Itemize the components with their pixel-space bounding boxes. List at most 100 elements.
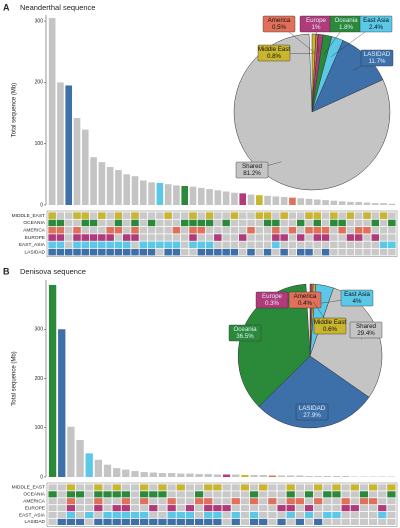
matrix-cell — [73, 234, 81, 241]
y-tick-label: 0 — [40, 202, 43, 208]
matrix-cell — [98, 248, 106, 256]
matrix-cell — [304, 491, 314, 498]
matrix-cell-empty — [89, 227, 98, 234]
matrix-cell — [296, 248, 305, 256]
matrix-cell — [189, 227, 197, 234]
matrix-cell-empty — [247, 219, 255, 227]
matrix-cell-empty — [263, 227, 272, 234]
bar — [259, 475, 267, 477]
matrix-cell — [185, 518, 195, 525]
matrix-cell — [75, 491, 85, 498]
slice-name: Shared — [356, 323, 377, 330]
matrix-cell-empty — [238, 248, 247, 256]
matrix-cell-empty — [222, 512, 231, 519]
matrix-cell-empty — [268, 512, 277, 519]
matrix-cell — [231, 512, 240, 519]
matrix-cell — [149, 518, 158, 525]
matrix-cell-empty — [363, 248, 371, 256]
bar — [81, 129, 89, 205]
label-box — [288, 291, 322, 309]
matrix-cell — [332, 491, 341, 498]
matrix-cell-empty — [379, 234, 388, 241]
matrix-cell-empty — [238, 227, 247, 234]
matrix-cell-empty — [230, 219, 239, 227]
matrix-cell — [249, 512, 259, 519]
matrix-cell-empty — [255, 241, 264, 249]
matrix-cell — [176, 518, 185, 525]
matrix-cell — [363, 227, 371, 234]
matrix-cell-empty — [214, 219, 222, 227]
matrix-cell — [247, 248, 255, 256]
matrix-cell-empty — [197, 234, 206, 241]
matrix-cell-empty — [280, 241, 288, 249]
matrix-cell — [106, 241, 114, 249]
matrix-cell-empty — [272, 212, 280, 219]
matrix-cell — [66, 512, 76, 519]
slice-value: 0.6% — [323, 326, 338, 333]
matrix-cell — [304, 505, 314, 512]
bar — [113, 468, 121, 477]
matrix-cell — [378, 512, 387, 519]
matrix-cell-empty — [332, 498, 341, 505]
matrix-cell — [189, 212, 197, 219]
matrix-cell — [140, 512, 149, 519]
matrix-cell-empty — [139, 234, 148, 241]
slice-value: 0.5% — [272, 24, 287, 31]
matrix-cell — [230, 248, 239, 256]
matrix-cell-empty — [359, 518, 369, 525]
matrix-cell-empty — [359, 484, 369, 491]
matrix-cell — [263, 219, 272, 227]
matrix-cell-empty — [314, 512, 323, 519]
slice-value: 4% — [353, 298, 362, 305]
matrix-cell — [197, 219, 206, 227]
matrix-cell — [103, 518, 112, 525]
matrix-cell-empty — [158, 505, 167, 512]
matrix-cell — [140, 498, 149, 505]
matrix-cell — [164, 212, 172, 219]
matrix-cell-empty — [268, 505, 277, 512]
matrix-cell-empty — [189, 248, 197, 256]
chart-title: Denisova sequence — [20, 267, 86, 276]
matrix-cell-empty — [247, 241, 255, 249]
matrix-cell-empty — [231, 491, 240, 498]
matrix-cell-empty — [387, 498, 396, 505]
matrix-cell — [197, 227, 206, 234]
matrix-frame — [46, 210, 398, 257]
matrix-cell-empty — [247, 234, 255, 241]
matrix-cell-empty — [330, 234, 338, 241]
matrix-cell-empty — [57, 498, 66, 505]
bar — [85, 453, 93, 477]
set-label: AMERICA — [23, 499, 46, 505]
matrix-cell-empty — [122, 227, 131, 234]
slice-value: 81.2% — [243, 170, 261, 177]
matrix-cell-empty — [288, 241, 297, 249]
matrix-cell — [330, 212, 338, 219]
matrix-cell-empty — [387, 505, 396, 512]
matrix-cell-empty — [259, 512, 268, 519]
matrix-cell — [112, 518, 121, 525]
matrix-cell-empty — [378, 484, 387, 491]
slice-name: America — [294, 293, 317, 300]
matrix-cell — [263, 212, 272, 219]
set-label: LASIDAD — [24, 249, 45, 255]
matrix-cell — [89, 241, 98, 249]
matrix-cell-empty — [205, 227, 214, 234]
matrix-cell — [321, 234, 330, 241]
set-label: OCEANIA — [23, 492, 45, 498]
matrix-cell — [359, 491, 369, 498]
matrix-cell-empty — [346, 241, 355, 249]
slice-name: East Asia — [344, 291, 370, 298]
matrix-cell-empty — [363, 219, 371, 227]
matrix-cell — [189, 241, 197, 249]
y-tick-label: 100 — [35, 141, 44, 147]
matrix-cell — [176, 484, 185, 491]
matrix-cell — [89, 234, 98, 241]
slice-name: LASIDAD — [299, 405, 326, 412]
bar — [115, 170, 122, 205]
matrix-cell-empty — [338, 241, 346, 249]
matrix-cell — [131, 234, 139, 241]
matrix-cell-empty — [296, 241, 305, 249]
bar — [241, 475, 249, 477]
matrix-cell-empty — [368, 512, 378, 519]
matrix-cell-empty — [64, 219, 73, 227]
